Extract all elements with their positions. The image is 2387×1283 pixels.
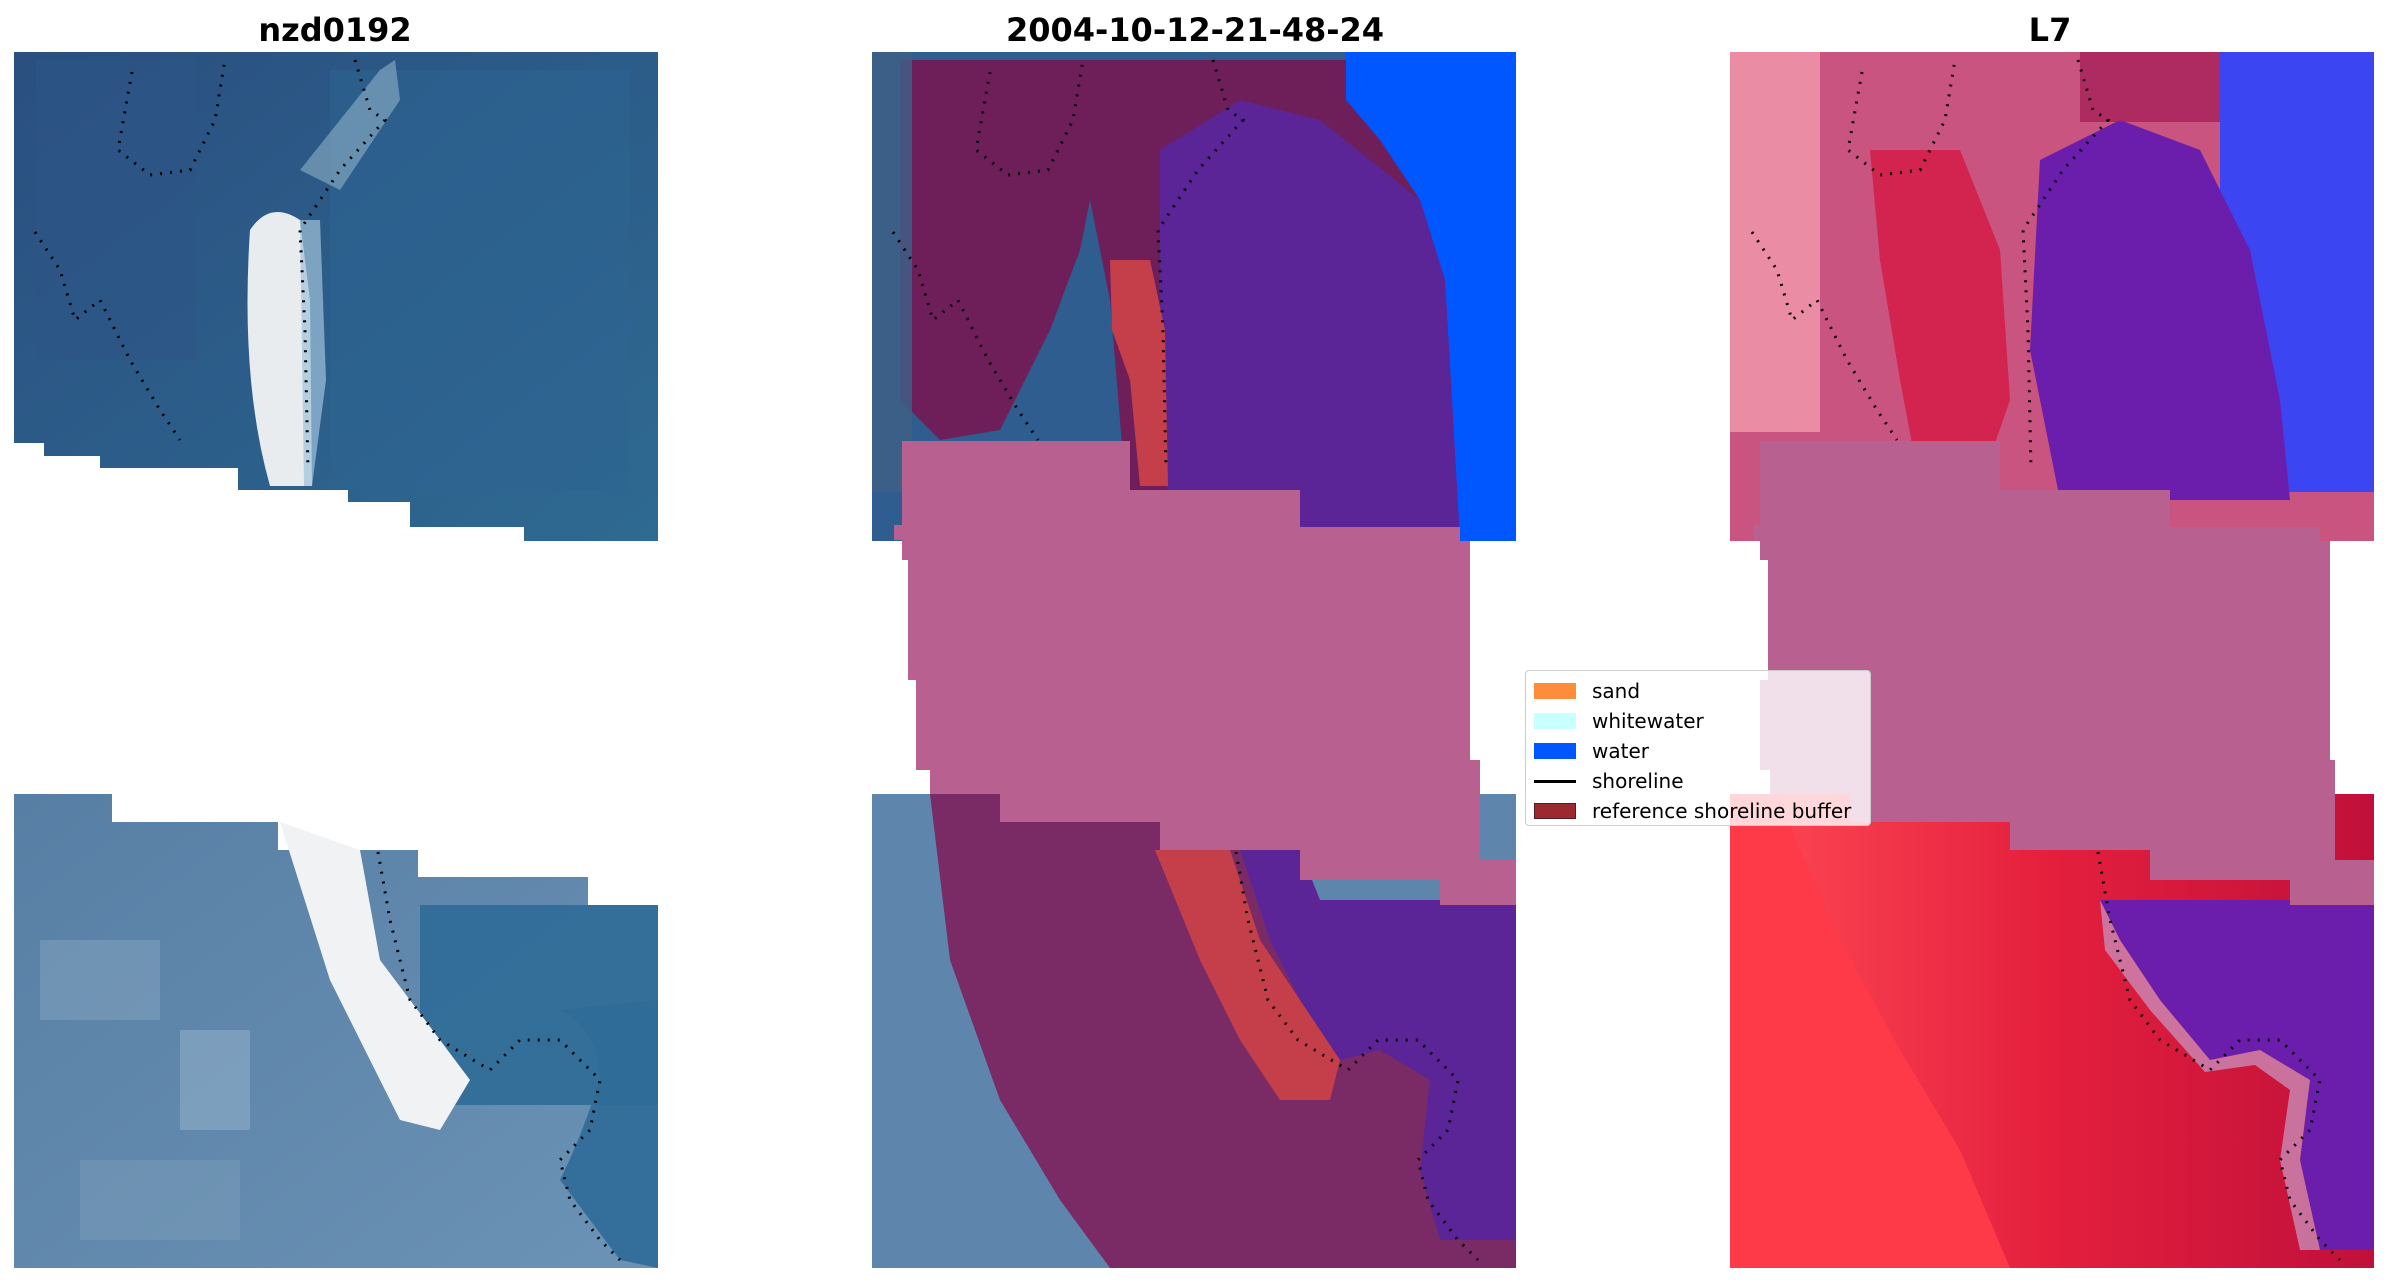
- legend-item-reference-buffer: reference shoreline buffer: [1534, 797, 1851, 825]
- legend-label: shoreline: [1592, 769, 1684, 793]
- shoreline-line-icon: [1534, 779, 1576, 783]
- water-swatch-icon: [1534, 743, 1576, 759]
- class-sand-lower: [1155, 850, 1340, 1100]
- class-sea-region-lower: [1240, 850, 1516, 1240]
- legend-label: sand: [1592, 679, 1641, 703]
- rgb-whitewater-upper: [247, 212, 312, 486]
- buffer-swatch-icon: [1534, 803, 1576, 819]
- rgb-upper-tile: [14, 52, 658, 541]
- legend-label: water: [1592, 739, 1649, 763]
- sand-swatch-icon: [1534, 683, 1576, 699]
- class-shoreline-dots: [891, 59, 1480, 1262]
- rgb-shoreline-dots: [33, 59, 622, 1262]
- panel-title-date: 2004-10-12-21-48-24: [1005, 11, 1385, 49]
- class-sand-upper: [1110, 260, 1168, 486]
- index-shoreline-dots: [1750, 59, 2342, 1262]
- panel-title-rgb: nzd0192: [258, 11, 412, 49]
- legend-label: whitewater: [1592, 709, 1704, 733]
- legend-label: reference shoreline buffer: [1592, 799, 1852, 823]
- legend-item-water: water: [1534, 737, 1649, 765]
- class-sea-region-upper: [1160, 100, 1460, 541]
- index-sea-region-lower: [2100, 900, 2374, 1250]
- rgb-whitewater-lower: [280, 822, 470, 1130]
- index-upper-tile: [1730, 52, 2374, 541]
- index-buffer-band: [1754, 441, 2374, 905]
- legend-item-shoreline: shoreline: [1534, 767, 1684, 795]
- class-upper-tile: [872, 52, 1516, 541]
- whitewater-swatch-icon: [1534, 713, 1576, 729]
- index-bright-red-region: [1730, 794, 2010, 1268]
- index-sea-region-upper: [2030, 120, 2290, 500]
- legend-item-whitewater: whitewater: [1534, 707, 1704, 735]
- legend: sand whitewater water shoreline referenc…: [1525, 670, 1871, 826]
- rgb-lower-tile: [14, 794, 658, 1268]
- panel-title-sensor: L7: [2028, 11, 2072, 49]
- legend-item-sand: sand: [1534, 677, 1640, 705]
- class-buffer-band: [894, 441, 1516, 905]
- class-lower-tile: [872, 794, 1516, 1268]
